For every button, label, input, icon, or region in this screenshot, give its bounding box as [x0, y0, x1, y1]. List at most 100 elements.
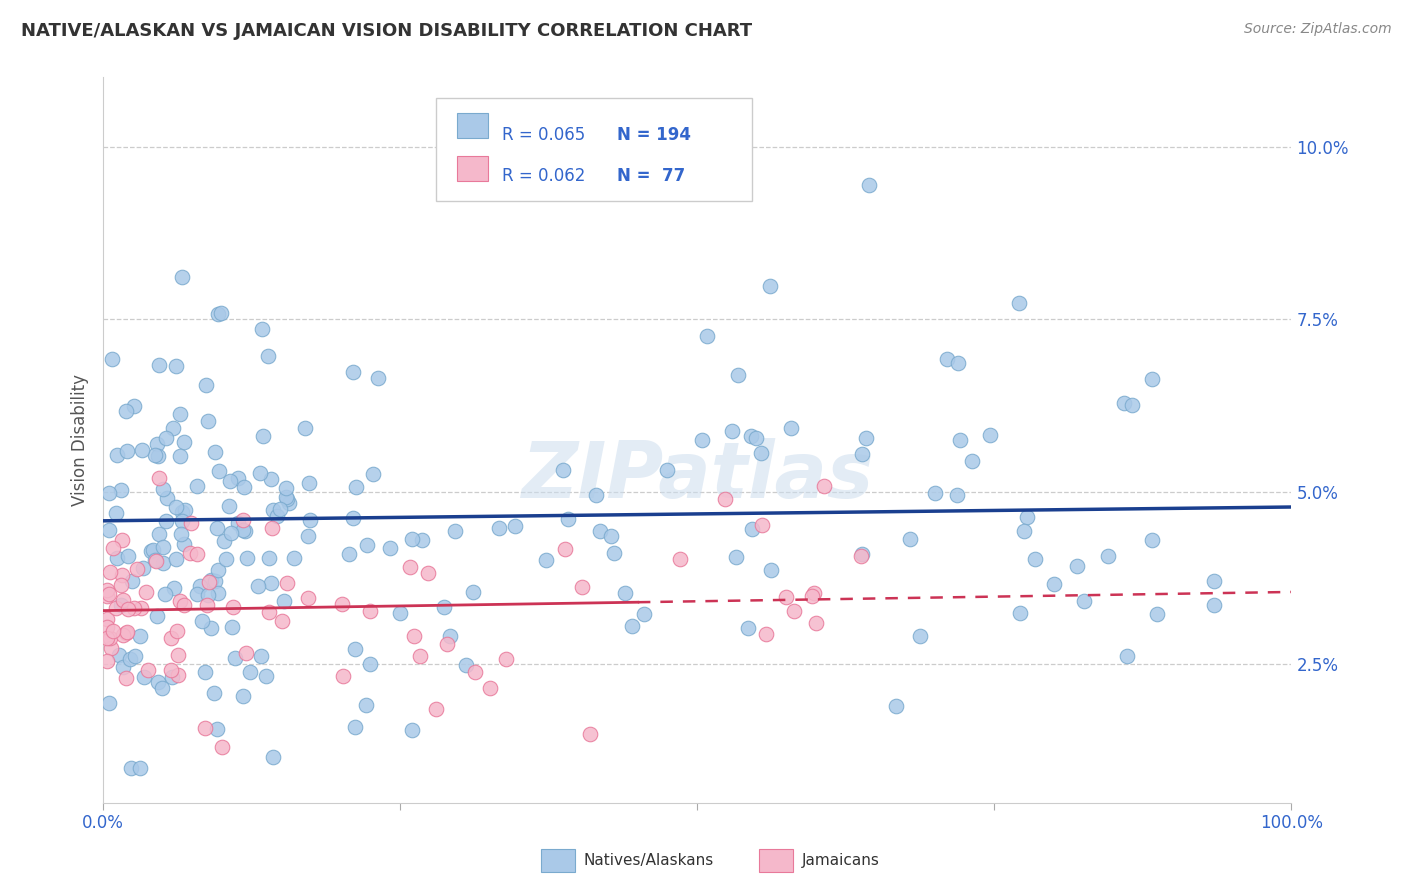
Point — [411, 533, 433, 547]
Point — [150, 681, 173, 695]
Point — [224, 651, 246, 665]
Point — [112, 628, 135, 642]
Point — [200, 573, 222, 587]
Point — [120, 761, 142, 775]
Point — [344, 641, 367, 656]
Point — [96, 632, 118, 646]
Point — [146, 609, 169, 624]
Point — [165, 359, 187, 373]
Point — [740, 429, 762, 443]
Point — [949, 433, 972, 447]
Point — [416, 566, 439, 581]
Point — [600, 529, 623, 543]
Point — [339, 547, 361, 561]
Point — [232, 523, 254, 537]
Point — [186, 547, 208, 561]
Point — [136, 663, 159, 677]
Point — [96, 582, 118, 597]
Point — [461, 585, 484, 599]
Point — [633, 607, 655, 621]
Point — [110, 578, 132, 592]
Point — [188, 579, 211, 593]
Point — [908, 629, 931, 643]
Point — [107, 448, 129, 462]
Point — [488, 520, 510, 534]
Point — [159, 631, 181, 645]
Point — [359, 604, 381, 618]
Point — [218, 499, 240, 513]
Point — [115, 626, 138, 640]
Point — [779, 421, 801, 435]
Point — [170, 505, 193, 519]
Point — [143, 448, 166, 462]
Point — [98, 523, 121, 537]
Point — [165, 500, 187, 515]
Point — [444, 524, 467, 538]
Point — [232, 480, 254, 494]
Text: R = 0.065: R = 0.065 — [502, 126, 585, 144]
Point — [169, 407, 191, 421]
Text: N = 194: N = 194 — [617, 126, 692, 144]
Point — [191, 614, 214, 628]
Point — [104, 506, 127, 520]
Point — [96, 654, 118, 668]
Point — [269, 502, 291, 516]
Point — [278, 496, 301, 510]
Point — [737, 621, 759, 635]
Point — [361, 467, 384, 482]
Point — [198, 574, 221, 589]
Point — [668, 552, 690, 566]
Point — [194, 721, 217, 735]
Point — [232, 689, 254, 703]
Point — [354, 698, 377, 712]
Point — [145, 437, 167, 451]
Point — [276, 492, 298, 507]
Point — [219, 475, 242, 489]
Point — [898, 532, 921, 546]
Point — [173, 537, 195, 551]
Point — [803, 585, 825, 599]
Point — [125, 562, 148, 576]
Point — [1008, 296, 1031, 310]
Point — [115, 671, 138, 685]
Point — [585, 488, 607, 502]
Point — [759, 278, 782, 293]
Point — [1121, 398, 1143, 412]
Point — [112, 660, 135, 674]
Point — [117, 602, 139, 616]
Point — [262, 749, 284, 764]
Point — [342, 510, 364, 524]
Point — [849, 549, 872, 563]
Point — [297, 529, 319, 543]
Point — [1073, 594, 1095, 608]
Point — [155, 514, 177, 528]
Point — [1043, 576, 1066, 591]
Point — [250, 648, 273, 663]
Point — [141, 543, 163, 558]
Point — [813, 479, 835, 493]
Point — [257, 605, 280, 619]
Point — [946, 356, 969, 370]
Point — [621, 618, 644, 632]
Point — [343, 720, 366, 734]
Point — [128, 629, 150, 643]
Point — [169, 449, 191, 463]
Point — [166, 624, 188, 639]
Point — [725, 549, 748, 564]
Point — [122, 400, 145, 414]
Point — [101, 624, 124, 639]
Point — [344, 480, 367, 494]
Point — [454, 658, 477, 673]
Point — [755, 626, 778, 640]
Point — [759, 563, 782, 577]
Point — [172, 269, 194, 284]
Point — [935, 352, 957, 367]
Text: Source: ZipAtlas.com: Source: ZipAtlas.com — [1244, 22, 1392, 37]
Text: NATIVE/ALASKAN VS JAMAICAN VISION DISABILITY CORRELATION CHART: NATIVE/ALASKAN VS JAMAICAN VISION DISABI… — [21, 22, 752, 40]
Point — [945, 488, 967, 502]
Point — [342, 366, 364, 380]
Point — [118, 652, 141, 666]
Point — [436, 637, 458, 651]
Point — [115, 404, 138, 418]
Point — [851, 447, 873, 461]
